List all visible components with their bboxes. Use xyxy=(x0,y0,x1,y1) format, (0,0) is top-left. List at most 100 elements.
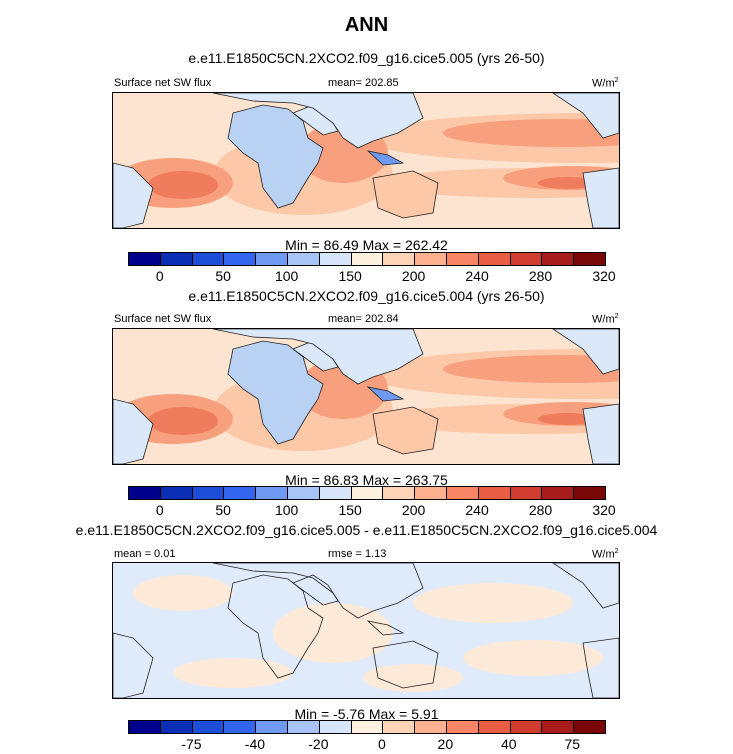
australia-land xyxy=(372,406,439,455)
colorbar-swatch xyxy=(351,487,384,499)
panel-2-map-field xyxy=(113,329,619,464)
colorbar-tick-label: 75 xyxy=(564,736,581,752)
colorbar-tick-label: 150 xyxy=(338,268,362,284)
panel-3-colorbar xyxy=(128,720,606,734)
colorbar-swatch xyxy=(256,487,288,499)
colorbar-tick-label: 280 xyxy=(528,268,553,284)
maritime-continent xyxy=(366,150,405,166)
south-america-east-outline xyxy=(582,637,619,698)
colorbar-swatch xyxy=(510,721,543,733)
colorbar-tick-label: 200 xyxy=(401,268,426,284)
colorbar-swatch xyxy=(415,721,447,733)
panel-1-case-title: e.e11.E1850C5CN.2XCO2.f09_g16.cice5.005 … xyxy=(188,50,545,66)
colorbar-swatch xyxy=(351,253,384,265)
colorbar-swatch xyxy=(574,253,605,265)
americas-outline xyxy=(552,563,619,609)
warm-core xyxy=(538,413,598,425)
south-america-outline xyxy=(113,632,154,698)
warm-core xyxy=(443,119,619,147)
colorbar-tick-label: 20 xyxy=(437,736,454,752)
colorbar-swatch xyxy=(446,721,479,733)
colorbar-swatch xyxy=(574,721,605,733)
colorbar-swatch xyxy=(415,253,447,265)
colorbar-swatch xyxy=(542,487,575,499)
asia-land xyxy=(212,329,424,385)
colorbar-swatch xyxy=(224,721,257,733)
panel-1-colorbar xyxy=(128,252,606,266)
panel-3-minmax: Min = -5.76 Max = 5.91 xyxy=(294,706,439,722)
panel-1-map xyxy=(112,92,620,229)
colorbar-swatch xyxy=(160,253,193,265)
colorbar-tick-label: 320 xyxy=(592,268,616,284)
colorbar-swatch xyxy=(256,253,288,265)
colorbar-swatch xyxy=(574,487,605,499)
colorbar-swatch xyxy=(192,253,225,265)
diff-patch xyxy=(133,575,233,611)
panel-1-minmax: Min = 86.49 Max = 262.42 xyxy=(285,237,448,253)
warm-core xyxy=(538,177,598,189)
panel-2-colorbar xyxy=(128,486,606,500)
panel-3-map xyxy=(112,562,620,699)
colorbar-swatch xyxy=(287,253,320,265)
colorbar-swatch xyxy=(351,721,384,733)
panel-3-colorbar-ticks: -75 -40 -20 0 20 40 75 xyxy=(128,736,604,754)
colorbar-swatch xyxy=(415,487,447,499)
panel-3-rmse-label: rmse = 1.13 xyxy=(328,548,387,560)
colorbar-swatch xyxy=(383,487,416,499)
colorbar-tick-label: 40 xyxy=(501,736,517,752)
colorbar-swatch xyxy=(478,721,511,733)
diff-patch xyxy=(273,603,393,663)
diff-patch xyxy=(413,583,573,623)
colorbar-swatch xyxy=(319,253,352,265)
diff-patch xyxy=(363,664,463,692)
colorbar-tick-label: 100 xyxy=(274,268,299,284)
colorbar-swatch xyxy=(542,253,575,265)
maritime-outline xyxy=(366,620,405,636)
colorbar-swatch xyxy=(224,253,257,265)
south-america-land xyxy=(113,162,154,228)
panel-2-minmax: Min = 86.83 Max = 263.75 xyxy=(285,472,448,488)
diff-patch xyxy=(463,640,603,676)
colorbar-tick-label: 280 xyxy=(528,502,553,518)
panel-1-variable-label: Surface net SW flux xyxy=(114,77,212,89)
colorbar-swatch xyxy=(192,721,225,733)
panel-1-mean-label: mean= 202.85 xyxy=(328,77,399,89)
south-america-east xyxy=(582,167,619,228)
australia-land xyxy=(372,170,439,219)
colorbar-swatch xyxy=(160,487,193,499)
south-america-land xyxy=(113,398,154,464)
panel-1-colorbar-ticks: 0 50 100 150 200 240 280 320 xyxy=(128,268,616,286)
colorbar-swatch xyxy=(510,487,543,499)
colorbar-swatch xyxy=(224,487,257,499)
panel-2-colorbar-ticks: 0 50 100 150 200 240 280 320 xyxy=(128,502,616,520)
colorbar-swatch xyxy=(478,253,511,265)
colorbar-tick-label: 240 xyxy=(465,268,489,284)
colorbar-swatch xyxy=(129,253,161,265)
panel-2-map xyxy=(112,328,620,465)
colorbar-swatch xyxy=(383,721,416,733)
colorbar-tick-label: 320 xyxy=(592,502,616,518)
asia-outline xyxy=(212,563,424,619)
panel-2-case-title: e.e11.E1850C5CN.2XCO2.f09_g16.cice5.004 … xyxy=(188,288,545,304)
colorbar-swatch xyxy=(129,487,161,499)
diff-patch xyxy=(173,658,293,688)
warm-core xyxy=(148,171,218,199)
warm-core xyxy=(148,407,218,435)
colorbar-tick-label: -20 xyxy=(308,736,329,752)
warm-core xyxy=(443,355,619,383)
colorbar-swatch xyxy=(287,487,320,499)
panel-2-units-label: W/m2 xyxy=(592,313,619,326)
panel-3-case-title: e.e11.E1850C5CN.2XCO2.f09_g16.cice5.005 … xyxy=(75,522,658,538)
colorbar-swatch xyxy=(446,253,479,265)
colorbar-tick-label: 0 xyxy=(377,736,386,752)
colorbar-tick-label: 0 xyxy=(155,502,164,518)
south-america-east xyxy=(582,403,619,464)
colorbar-swatch xyxy=(129,721,161,733)
colorbar-swatch xyxy=(160,721,193,733)
colorbar-swatch xyxy=(510,253,543,265)
panel-3-mean-label: mean = 0.01 xyxy=(114,548,176,560)
colorbar-swatch xyxy=(256,721,288,733)
panel-1-units-label: W/m2 xyxy=(592,77,619,90)
colorbar-tick-label: 100 xyxy=(274,502,299,518)
colorbar-swatch xyxy=(319,487,352,499)
